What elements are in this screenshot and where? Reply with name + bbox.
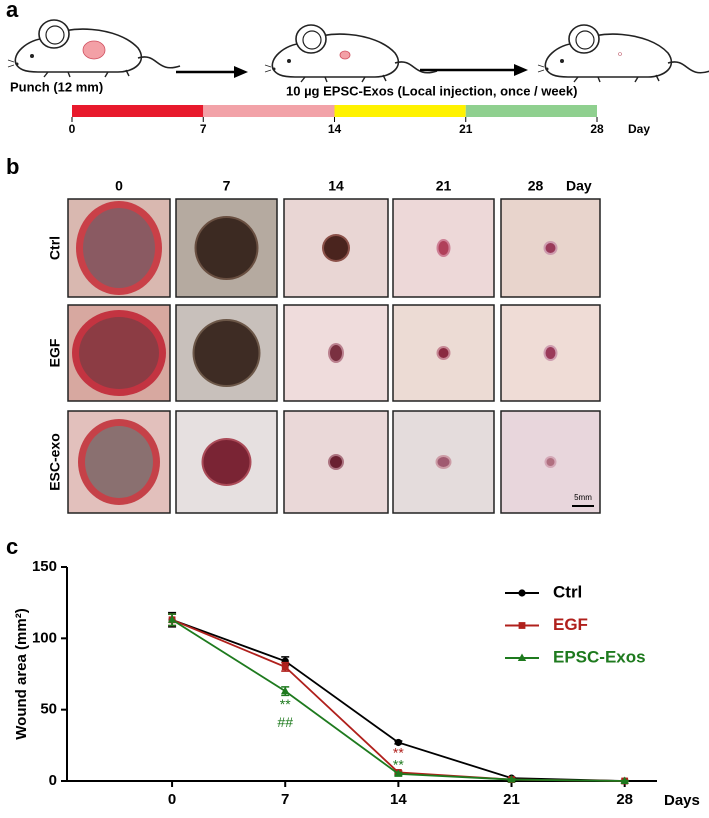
timeline: 0 7 14 21 28 Day [69,105,650,136]
timeline-label: 7 [200,122,207,136]
marker [281,686,290,695]
wound [324,236,348,260]
marker [394,769,403,777]
wound [196,218,257,278]
wound-photo [67,304,171,402]
panel-label: b [6,154,19,179]
significance-annotation: ** [393,757,404,773]
scale-bar-label: 5mm [574,493,592,502]
y-tick-label: 100 [32,629,57,646]
wound [330,345,342,361]
wound-photo [67,410,171,514]
wound-photo [175,410,278,514]
timeline-segment [72,105,204,117]
photo-background [392,198,495,298]
timeline-segment [334,105,466,117]
marker [517,653,527,661]
wound [83,208,155,288]
y-tick-label: 50 [40,701,57,718]
x-tick-label: 0 [168,791,176,808]
wound [203,440,250,484]
wound [85,426,153,498]
series: EPSC-Exos [167,613,646,784]
y-tick-label: 150 [32,558,57,575]
marker [394,738,402,747]
timeline-label: 14 [328,122,342,136]
wound-photo [500,304,601,402]
wound-photo [67,198,171,298]
wound-photo [392,410,495,514]
significance-annotation: ** [393,745,404,761]
column-header: 21 [436,178,452,194]
punch-label: Punch (12 mm) [10,79,103,94]
wound [330,456,342,468]
marker [518,589,526,597]
wound-photo [283,198,389,298]
panel-label: c [6,534,18,559]
legend-label: EGF [553,615,588,634]
timeline-label: 28 [590,122,604,136]
wound-photo [500,198,601,298]
significance-annotation: ## [277,714,293,730]
timeline-label: 0 [69,122,76,136]
legend-label: Ctrl [553,582,582,601]
wound [437,457,450,467]
wound-spot [82,40,106,60]
wound-photo [392,304,495,402]
wound-photo [392,198,495,298]
wound-photo [175,198,278,298]
row-label: EGF [47,338,63,367]
marker [281,663,289,671]
arrow [420,64,528,76]
timeline-segment [465,105,597,117]
treatment-label: 10 µg EPSC-Exos (Local injection, once /… [286,83,577,98]
marker [167,615,177,623]
wound-photo [500,410,601,514]
column-unit: Day [566,178,592,194]
timeline-label: 21 [459,122,473,136]
wound-photo [283,410,389,514]
wound [194,321,259,385]
wound [545,243,556,253]
wound [545,347,556,359]
significance-annotation: ** [280,696,291,712]
x-tick-label: 28 [616,791,633,808]
wound-photo [283,304,389,402]
wound [546,458,555,466]
marker [507,775,516,783]
marker [518,622,526,629]
x-tick-label: 7 [281,791,289,808]
y-tick-label: 0 [49,772,57,789]
timeline-unit: Day [628,122,650,136]
y-axis-label: Wound area (mm²) [13,608,30,739]
photo-background [392,304,495,402]
column-header: 14 [328,178,344,194]
x-tick-label: 21 [503,791,520,808]
column-header: 0 [115,178,123,194]
mouse-illustration [537,24,709,83]
x-axis-label: Days [664,792,700,809]
panel-label: a [6,0,19,22]
photo-grid: 0 7 14 21 28 Day Ctrl EGF ESC-exo 5mm [47,178,601,514]
marker [620,776,629,784]
wound [438,348,449,358]
wound [438,241,449,255]
x-tick-label: 14 [390,791,407,808]
legend-label: EPSC-Exos [553,647,646,666]
wound-photo [175,304,278,402]
row-label: ESC-exo [47,433,63,491]
row-label: Ctrl [47,236,63,260]
wound [79,317,159,389]
timeline-segment [203,105,335,117]
wound-spot [339,50,351,60]
mouse-illustration [264,24,438,83]
column-header: 7 [223,178,231,194]
wound-spot [618,52,622,56]
arrow [176,66,248,78]
column-header: 28 [528,178,544,194]
